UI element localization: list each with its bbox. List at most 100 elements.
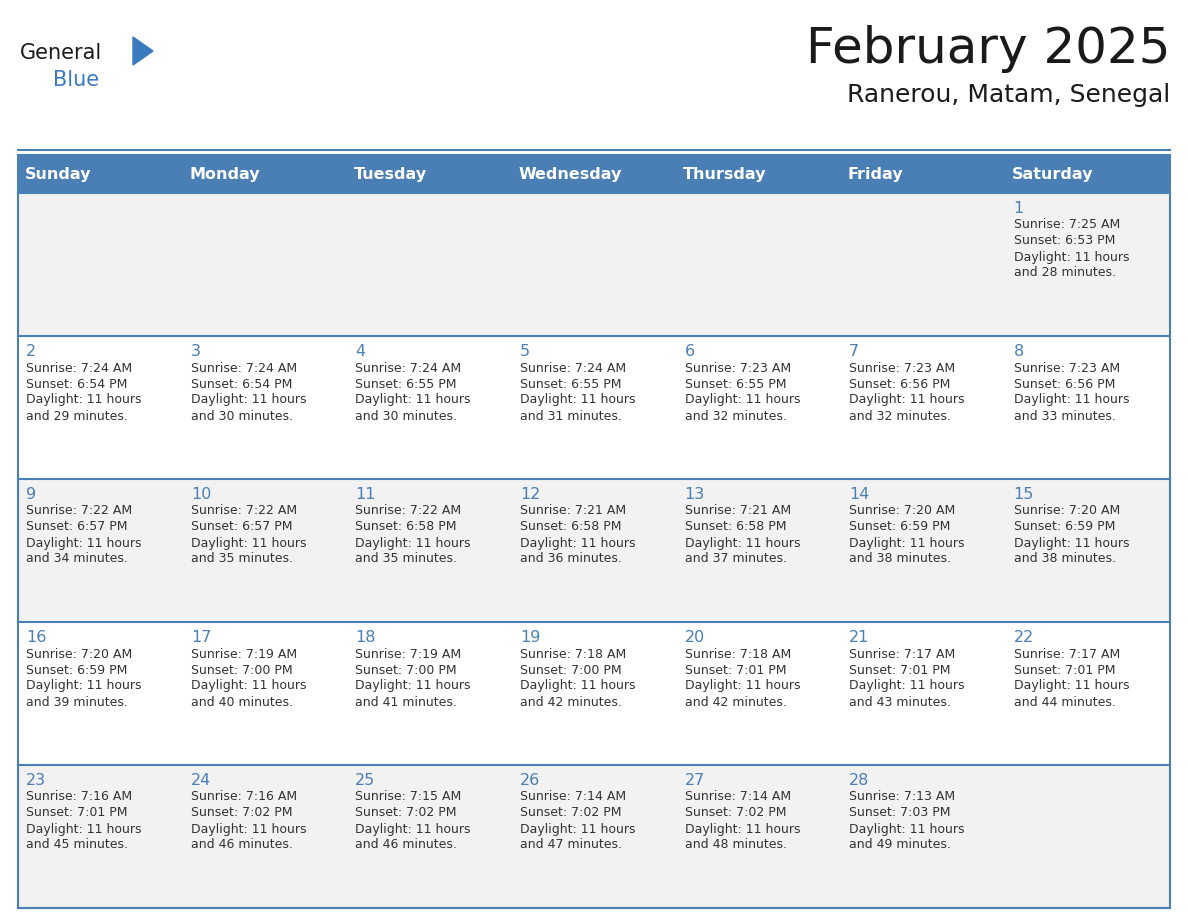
Text: and 31 minutes.: and 31 minutes. <box>520 409 621 422</box>
Text: Sunrise: 7:18 AM: Sunrise: 7:18 AM <box>684 647 791 660</box>
Text: Sunrise: 7:23 AM: Sunrise: 7:23 AM <box>849 362 955 375</box>
Text: 6: 6 <box>684 344 695 359</box>
Text: and 41 minutes.: and 41 minutes. <box>355 696 457 709</box>
Text: Sunset: 6:56 PM: Sunset: 6:56 PM <box>849 377 950 390</box>
Text: Sunrise: 7:24 AM: Sunrise: 7:24 AM <box>520 362 626 375</box>
Text: 23: 23 <box>26 773 46 788</box>
Bar <box>18 622 1170 765</box>
Text: Daylight: 11 hours: Daylight: 11 hours <box>26 536 141 550</box>
Text: 9: 9 <box>26 487 37 502</box>
Text: Sunrise: 7:13 AM: Sunrise: 7:13 AM <box>849 790 955 803</box>
Text: Sunset: 6:55 PM: Sunset: 6:55 PM <box>520 377 621 390</box>
Text: and 32 minutes.: and 32 minutes. <box>849 409 950 422</box>
Text: 15: 15 <box>1013 487 1034 502</box>
Text: Sunrise: 7:21 AM: Sunrise: 7:21 AM <box>684 505 791 518</box>
Text: Sunrise: 7:24 AM: Sunrise: 7:24 AM <box>26 362 132 375</box>
Text: Sunset: 6:55 PM: Sunset: 6:55 PM <box>355 377 457 390</box>
Text: Sunrise: 7:22 AM: Sunrise: 7:22 AM <box>26 505 132 518</box>
Text: Daylight: 11 hours: Daylight: 11 hours <box>684 536 800 550</box>
Text: Sunset: 7:02 PM: Sunset: 7:02 PM <box>520 807 621 820</box>
Text: Sunset: 6:58 PM: Sunset: 6:58 PM <box>355 521 457 533</box>
Text: General: General <box>20 43 102 63</box>
Text: and 43 minutes.: and 43 minutes. <box>849 696 950 709</box>
Text: Sunrise: 7:20 AM: Sunrise: 7:20 AM <box>849 505 955 518</box>
Text: 11: 11 <box>355 487 375 502</box>
Polygon shape <box>133 37 153 65</box>
Text: Sunrise: 7:24 AM: Sunrise: 7:24 AM <box>355 362 461 375</box>
Text: Sunset: 7:03 PM: Sunset: 7:03 PM <box>849 807 950 820</box>
Text: Sunrise: 7:22 AM: Sunrise: 7:22 AM <box>191 505 297 518</box>
Text: Friday: Friday <box>847 166 903 182</box>
Text: and 35 minutes.: and 35 minutes. <box>191 553 292 565</box>
Text: Daylight: 11 hours: Daylight: 11 hours <box>1013 394 1129 407</box>
Text: Sunday: Sunday <box>25 166 91 182</box>
Bar <box>18 765 1170 908</box>
Text: and 34 minutes.: and 34 minutes. <box>26 553 128 565</box>
Text: Daylight: 11 hours: Daylight: 11 hours <box>191 679 307 692</box>
Text: and 44 minutes.: and 44 minutes. <box>1013 696 1116 709</box>
Text: Sunrise: 7:15 AM: Sunrise: 7:15 AM <box>355 790 462 803</box>
Text: Daylight: 11 hours: Daylight: 11 hours <box>520 679 636 692</box>
Text: Sunrise: 7:16 AM: Sunrise: 7:16 AM <box>26 790 132 803</box>
Text: and 32 minutes.: and 32 minutes. <box>684 409 786 422</box>
Text: and 45 minutes.: and 45 minutes. <box>26 838 128 852</box>
Text: Daylight: 11 hours: Daylight: 11 hours <box>684 679 800 692</box>
Text: and 48 minutes.: and 48 minutes. <box>684 838 786 852</box>
Text: 18: 18 <box>355 630 375 645</box>
Text: Daylight: 11 hours: Daylight: 11 hours <box>849 536 965 550</box>
Text: Sunset: 6:56 PM: Sunset: 6:56 PM <box>1013 377 1116 390</box>
Text: Daylight: 11 hours: Daylight: 11 hours <box>191 536 307 550</box>
Text: Daylight: 11 hours: Daylight: 11 hours <box>355 823 470 835</box>
Text: Sunrise: 7:18 AM: Sunrise: 7:18 AM <box>520 647 626 660</box>
Text: and 28 minutes.: and 28 minutes. <box>1013 266 1116 279</box>
Text: 25: 25 <box>355 773 375 788</box>
Text: 14: 14 <box>849 487 870 502</box>
Text: Sunrise: 7:19 AM: Sunrise: 7:19 AM <box>191 647 297 660</box>
Text: Sunset: 7:02 PM: Sunset: 7:02 PM <box>191 807 292 820</box>
Text: Sunset: 6:58 PM: Sunset: 6:58 PM <box>520 521 621 533</box>
Text: and 33 minutes.: and 33 minutes. <box>1013 409 1116 422</box>
Bar <box>18 193 1170 336</box>
Text: and 38 minutes.: and 38 minutes. <box>849 553 952 565</box>
Text: and 37 minutes.: and 37 minutes. <box>684 553 786 565</box>
Text: Thursday: Thursday <box>683 166 766 182</box>
Text: and 36 minutes.: and 36 minutes. <box>520 553 621 565</box>
Text: 22: 22 <box>1013 630 1034 645</box>
Text: 7: 7 <box>849 344 859 359</box>
Bar <box>18 479 1170 622</box>
Bar <box>18 336 1170 479</box>
Text: Sunset: 6:54 PM: Sunset: 6:54 PM <box>191 377 292 390</box>
Text: Daylight: 11 hours: Daylight: 11 hours <box>849 679 965 692</box>
Bar <box>18 155 1170 193</box>
Text: Sunset: 6:57 PM: Sunset: 6:57 PM <box>191 521 292 533</box>
Text: and 46 minutes.: and 46 minutes. <box>355 838 457 852</box>
Text: and 39 minutes.: and 39 minutes. <box>26 696 128 709</box>
Text: Daylight: 11 hours: Daylight: 11 hours <box>684 394 800 407</box>
Text: Sunset: 7:01 PM: Sunset: 7:01 PM <box>26 807 128 820</box>
Text: Daylight: 11 hours: Daylight: 11 hours <box>26 679 141 692</box>
Text: Sunset: 6:55 PM: Sunset: 6:55 PM <box>684 377 786 390</box>
Text: and 46 minutes.: and 46 minutes. <box>191 838 292 852</box>
Text: Saturday: Saturday <box>1012 166 1093 182</box>
Text: Sunset: 7:00 PM: Sunset: 7:00 PM <box>191 664 292 677</box>
Text: Sunset: 6:53 PM: Sunset: 6:53 PM <box>1013 234 1116 248</box>
Text: Sunset: 7:00 PM: Sunset: 7:00 PM <box>520 664 621 677</box>
Text: 2: 2 <box>26 344 37 359</box>
Text: Sunrise: 7:17 AM: Sunrise: 7:17 AM <box>1013 647 1120 660</box>
Text: Daylight: 11 hours: Daylight: 11 hours <box>355 536 470 550</box>
Text: Daylight: 11 hours: Daylight: 11 hours <box>355 679 470 692</box>
Text: Sunset: 7:02 PM: Sunset: 7:02 PM <box>684 807 786 820</box>
Text: 12: 12 <box>520 487 541 502</box>
Text: 20: 20 <box>684 630 704 645</box>
Text: and 49 minutes.: and 49 minutes. <box>849 838 950 852</box>
Text: and 30 minutes.: and 30 minutes. <box>355 409 457 422</box>
Text: Daylight: 11 hours: Daylight: 11 hours <box>191 394 307 407</box>
Text: Sunrise: 7:23 AM: Sunrise: 7:23 AM <box>684 362 791 375</box>
Text: Daylight: 11 hours: Daylight: 11 hours <box>26 823 141 835</box>
Text: Sunrise: 7:14 AM: Sunrise: 7:14 AM <box>520 790 626 803</box>
Text: Sunset: 6:59 PM: Sunset: 6:59 PM <box>1013 521 1116 533</box>
Text: 1: 1 <box>1013 201 1024 216</box>
Text: Sunrise: 7:25 AM: Sunrise: 7:25 AM <box>1013 218 1120 231</box>
Text: Daylight: 11 hours: Daylight: 11 hours <box>1013 251 1129 263</box>
Text: Monday: Monday <box>189 166 260 182</box>
